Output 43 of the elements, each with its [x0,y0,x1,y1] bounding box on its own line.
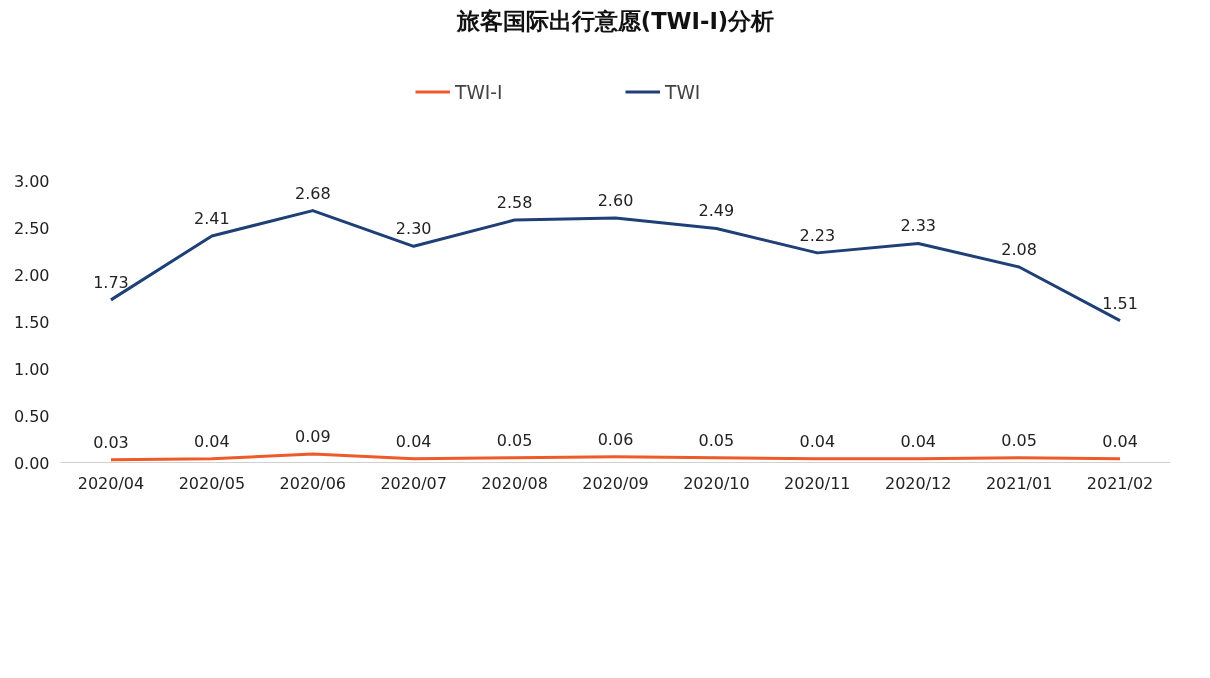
y-tick-label: 3.00 [13,171,50,191]
data-label: 1.73 [93,272,129,292]
data-label: 1.51 [1102,293,1138,313]
x-tick-label: 2020/11 [784,473,851,493]
data-label: 2.33 [900,216,937,236]
data-label: 0.05 [1001,430,1037,450]
y-tick-label: 1.50 [13,312,50,332]
x-tick-label: 2020/04 [77,473,145,493]
legend-label: TWI [665,81,702,102]
data-label: 2.60 [597,191,634,211]
data-label: 2.58 [496,192,533,212]
data-label: 2.23 [799,225,836,245]
y-tick-label: 0.50 [13,406,50,426]
y-tick-label: 2.00 [13,265,50,285]
x-tick-label: 2020/09 [582,473,649,493]
x-tick-label: 2020/07 [380,473,447,493]
data-label: 0.04 [900,431,937,451]
data-label: 2.49 [698,201,735,221]
y-tick-label: 0.00 [13,453,50,473]
data-label: 0.03 [93,432,129,452]
y-tick-label: 1.00 [13,359,50,379]
x-tick-label: 2020/10 [683,473,750,493]
legend-label: TWI-I [455,81,504,102]
x-tick-label: 2021/01 [985,473,1053,493]
data-label: 0.09 [294,427,331,447]
x-tick-label: 2021/02 [1086,473,1154,493]
data-label: 0.04 [799,431,836,451]
data-label: 2.08 [1001,239,1037,259]
data-label: 0.04 [395,431,432,451]
data-label: 0.05 [698,430,735,450]
x-tick-label: 2020/06 [279,473,347,493]
x-tick-label: 2020/08 [481,473,548,493]
data-label: 0.04 [194,431,230,451]
x-tick-label: 2020/05 [178,473,246,493]
data-label: 0.05 [496,430,533,450]
data-label: 0.04 [1102,431,1138,451]
data-label: 0.06 [597,429,634,449]
chart-title: 旅客国际出行意愿(TWI-I)分析 [455,7,775,34]
x-tick-label: 2020/12 [884,473,952,493]
data-label: 2.68 [294,183,331,203]
data-label: 2.30 [395,219,432,239]
y-tick-label: 2.50 [13,218,50,238]
data-label: 2.41 [194,208,230,228]
